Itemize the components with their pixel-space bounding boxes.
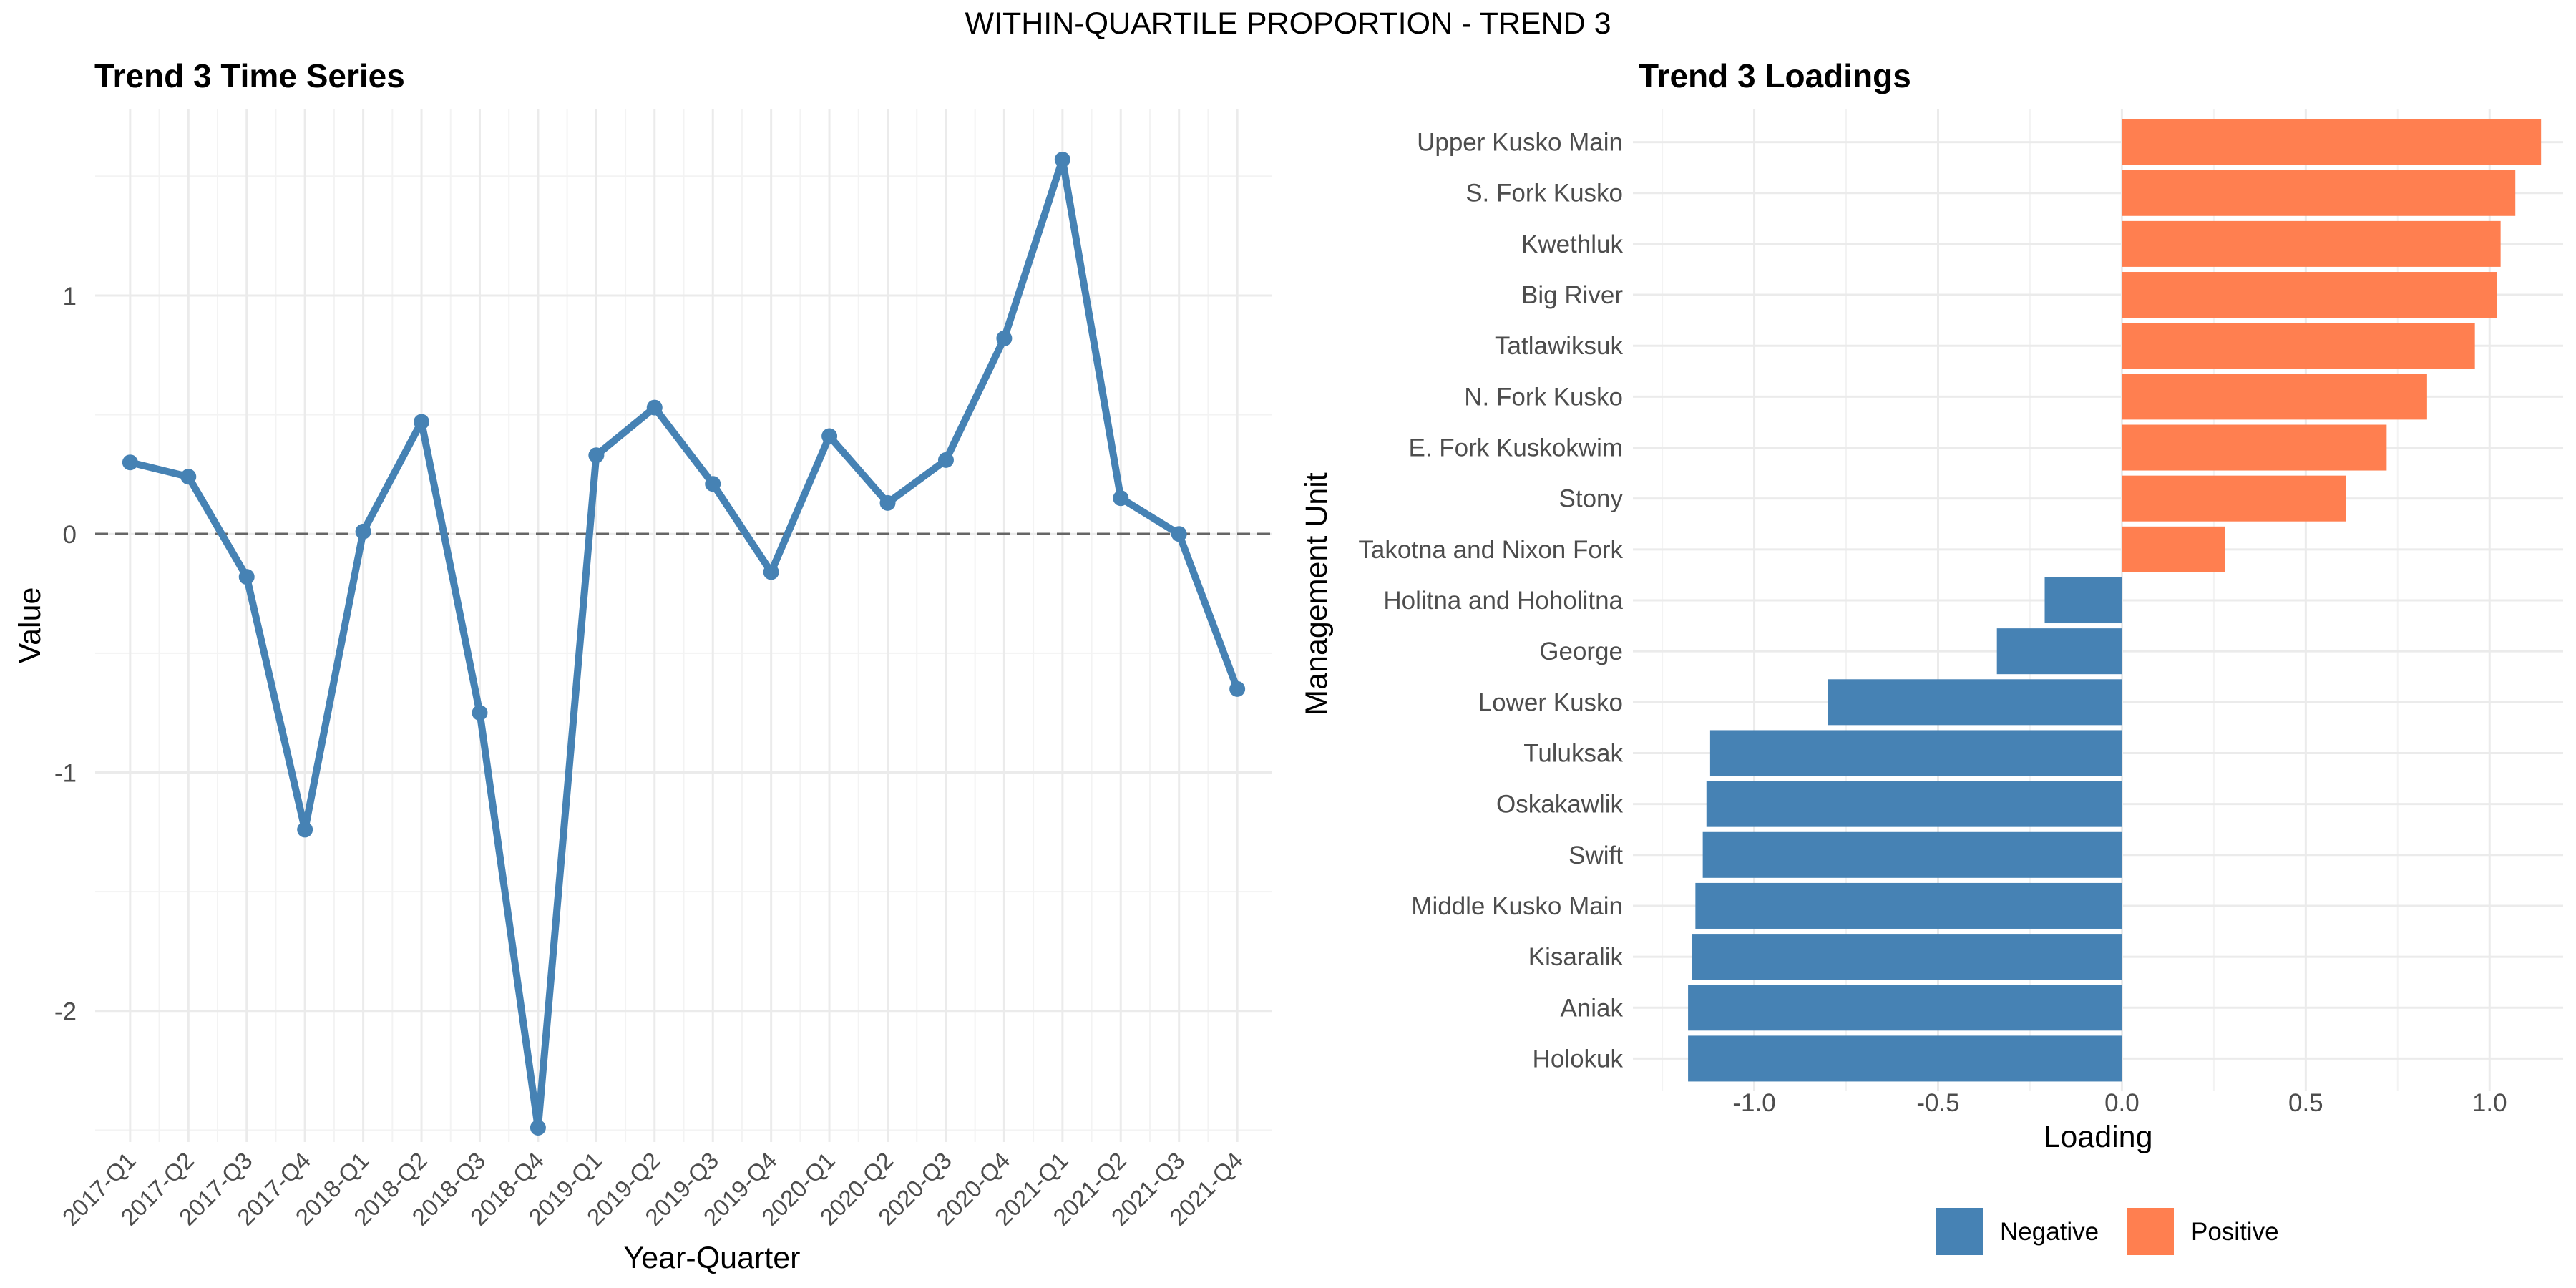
data-point: [122, 454, 138, 471]
loading-bar: [2122, 424, 2387, 471]
loading-bar: [1688, 1035, 2122, 1082]
data-point: [763, 564, 779, 580]
time-series-gridlines: [95, 109, 1272, 1142]
loadings-category-labels: Upper Kusko Main S. Fork Kusko Kwethluk Big…: [1358, 129, 1623, 1073]
category-label: E. Fork Kuskokwim: [1409, 434, 1624, 462]
data-point: [879, 494, 896, 511]
data-point: [1229, 680, 1246, 697]
data-point: [705, 476, 721, 492]
category-label: Tatlawiksuk: [1495, 332, 1623, 360]
category-label: Oskakawlik: [1496, 791, 1623, 819]
loadings-bars: [1688, 119, 2542, 1082]
category-label: Lower Kusko: [1478, 688, 1623, 716]
loading-bar: [1702, 831, 2122, 878]
data-point: [937, 452, 954, 468]
loading-bar: [1828, 679, 2122, 726]
category-label: Middle Kusko Main: [1411, 892, 1623, 920]
data-point: [414, 414, 430, 430]
loading-bar: [2122, 526, 2225, 572]
y-tick-label: -2: [54, 998, 77, 1026]
loadings-legend: Negative Positive: [1936, 1208, 2279, 1255]
series-line: [126, 156, 1241, 1131]
x-tick-label: 1.0: [2472, 1089, 2507, 1117]
legend-label: Positive: [2191, 1218, 2279, 1246]
time-series-y-tick-labels: -2 -1 0 1: [54, 283, 77, 1026]
time-series-x-axis-label: Year-Quarter: [624, 1241, 801, 1275]
legend-swatch: [2127, 1208, 2174, 1255]
data-point: [355, 523, 371, 540]
loading-bar: [2122, 119, 2542, 165]
category-label: Holitna and Hoholitna: [1383, 587, 1623, 615]
time-series-title: Trend 3 Time Series: [94, 57, 405, 94]
category-label: Aniak: [1560, 994, 1623, 1022]
x-tick-label: -0.5: [1916, 1089, 1959, 1117]
loading-bar: [1709, 730, 2122, 776]
x-tick-label: 0.5: [2288, 1089, 2323, 1117]
time-series-points: [122, 151, 1246, 1136]
loadings-x-axis-label: Loading: [2043, 1120, 2152, 1154]
loading-bar: [1688, 985, 2122, 1031]
figure-title: WITHIN-QUARTILE PROPORTION - TREND 3: [965, 6, 1611, 41]
time-series-y-axis-label: Value: [13, 587, 47, 664]
x-tick-label: -1.0: [1732, 1089, 1775, 1117]
category-label: Stony: [1559, 485, 1624, 513]
category-label: Holokuk: [1533, 1045, 1624, 1073]
data-point: [180, 469, 197, 485]
category-label: Kisaralik: [1528, 943, 1624, 971]
category-label: George: [1539, 638, 1623, 665]
loadings-panel: Trend 3 Loadings Upper Kusko Main S. Fork…: [1299, 57, 2563, 1255]
category-label: Big River: [1521, 281, 1623, 309]
category-label: N. Fork Kusko: [1464, 383, 1623, 411]
data-point: [297, 821, 313, 838]
loadings-title: Trend 3 Loadings: [1639, 57, 1911, 94]
data-point: [588, 447, 605, 464]
x-tick-label: 0.0: [2104, 1089, 2140, 1117]
category-label: S. Fork Kusko: [1465, 180, 1623, 208]
loading-bar: [2122, 170, 2516, 216]
loading-bar: [2122, 220, 2501, 267]
data-point: [1171, 526, 1187, 542]
data-point: [1113, 490, 1129, 507]
loading-bar: [2122, 272, 2497, 318]
loading-bar: [1695, 882, 2122, 929]
legend-label: Negative: [2000, 1218, 2099, 1246]
loading-bar: [1692, 934, 2122, 980]
category-label: Tuluksak: [1523, 739, 1623, 767]
loading-bar: [2122, 323, 2475, 369]
category-label: Kwethluk: [1521, 230, 1624, 258]
category-label: Takotna and Nixon Fork: [1358, 536, 1623, 564]
data-point: [821, 428, 838, 444]
category-label: Swift: [1568, 841, 1623, 869]
data-point: [238, 569, 255, 585]
data-point: [530, 1120, 546, 1136]
time-series-line: [126, 156, 1241, 1131]
y-tick-label: 1: [63, 283, 77, 311]
loadings-y-axis-label: Management Unit: [1299, 472, 1334, 715]
legend-swatch: [1936, 1208, 1983, 1255]
category-label: Upper Kusko Main: [1417, 129, 1623, 157]
y-tick-label: -1: [54, 759, 77, 787]
loading-bar: [1706, 781, 2122, 827]
loadings-x-tick-labels: -1.0 -0.5 0.0 0.5 1.0: [1732, 1089, 2507, 1117]
loading-bar: [2122, 475, 2346, 522]
loading-bar: [2044, 577, 2122, 624]
loading-bar: [1996, 628, 2122, 675]
data-point: [996, 330, 1013, 346]
y-tick-label: 0: [63, 521, 77, 549]
data-point: [472, 705, 488, 721]
loading-bar: [2122, 374, 2427, 420]
data-point: [1054, 151, 1070, 167]
data-point: [646, 399, 663, 416]
